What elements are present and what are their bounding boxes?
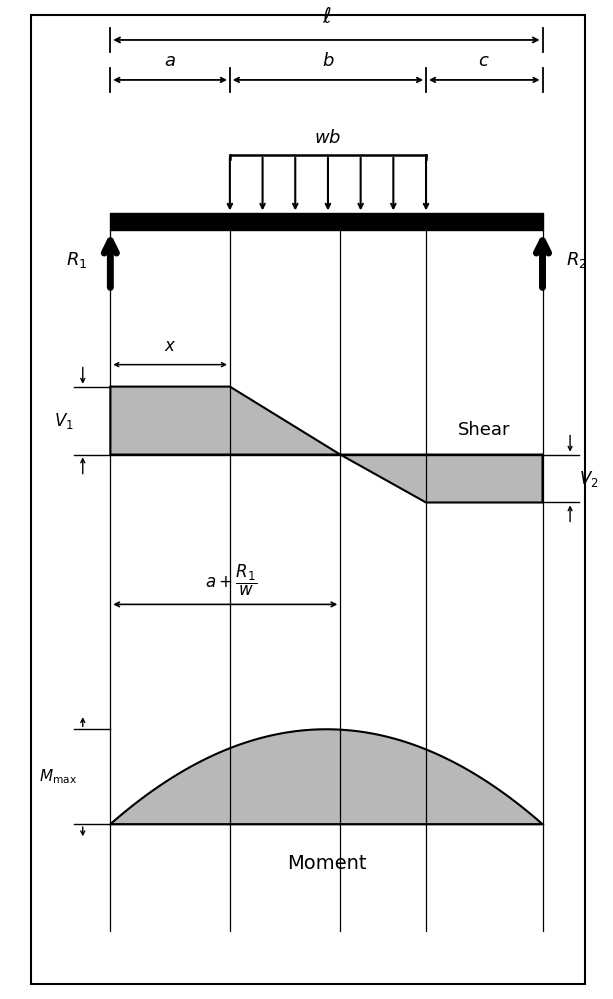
Polygon shape xyxy=(340,455,543,502)
Text: $R_1$: $R_1$ xyxy=(66,250,87,271)
Text: $a$: $a$ xyxy=(164,52,176,70)
Text: $a + \dfrac{R_1}{w}$: $a + \dfrac{R_1}{w}$ xyxy=(205,563,257,598)
Text: $M_{\max}$: $M_{\max}$ xyxy=(39,767,77,786)
Text: $b$: $b$ xyxy=(322,52,334,70)
Text: Shear: Shear xyxy=(458,421,511,439)
Text: Moment: Moment xyxy=(287,854,366,873)
Text: $wb$: $wb$ xyxy=(314,129,341,147)
Text: $x$: $x$ xyxy=(164,337,177,355)
Text: $c$: $c$ xyxy=(478,52,490,70)
Text: $\ell$: $\ell$ xyxy=(322,7,331,27)
Polygon shape xyxy=(110,387,340,455)
Text: $V_1$: $V_1$ xyxy=(55,411,74,431)
Bar xyxy=(110,213,543,230)
Text: $R_2$: $R_2$ xyxy=(566,250,587,271)
Polygon shape xyxy=(110,729,543,824)
Text: $V_2$: $V_2$ xyxy=(579,469,598,489)
